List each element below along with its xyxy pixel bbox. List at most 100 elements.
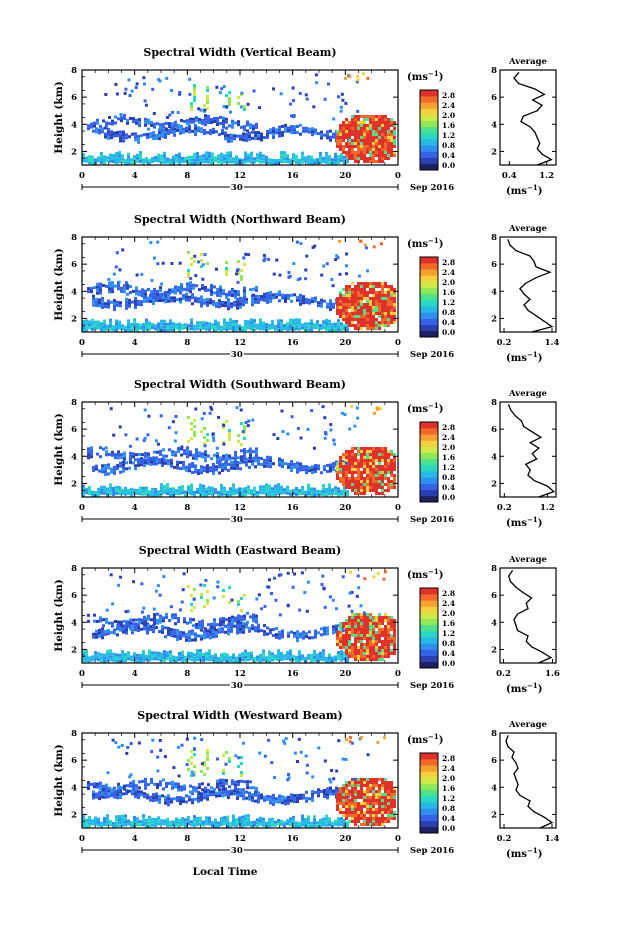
colorbar-tick-label: 0.8 [442,473,455,482]
heatmap-cell [131,628,134,632]
heatmap-cell [106,652,109,656]
heatmap-cell [378,136,381,139]
heatmap-cell [178,155,181,159]
heatmap-cell [381,658,384,661]
heatmap-cell [363,453,366,456]
heatmap-cell [387,306,390,309]
heatmap-cell [217,157,220,161]
heatmap-cell [351,154,354,157]
heatmap-cell [224,137,227,141]
heatmap-cell [212,438,216,442]
heatmap-cell [173,127,176,131]
heatmap-cell [390,465,393,468]
heatmap-cell [100,322,103,326]
heatmap-cell [305,468,308,472]
heatmap-cell [193,155,196,159]
heatmap-cell [308,636,311,640]
heatmap-cell [240,91,244,95]
heatmap-cell [319,324,322,327]
heatmap-cell [177,620,180,623]
colorbar-tick-label: 2.0 [442,111,455,120]
heatmap-cell [198,620,201,624]
heatmap-cell [221,469,224,472]
heatmap-cell [236,297,239,301]
heatmap-cell [384,157,387,160]
heatmap-cell [351,450,354,453]
heatmap-cell [372,649,375,652]
heatmap-cell [206,791,209,795]
heatmap-cell [143,99,147,103]
heatmap-cell [375,291,378,294]
heatmap-cell [216,623,219,627]
heatmap-cell [252,124,255,128]
heatmap-cell [237,272,240,275]
heatmap-cell [196,155,199,159]
heatmap-cell [197,472,200,475]
heatmap-cell [354,130,357,133]
heatmap-cell [298,158,301,162]
heatmap-cell [110,467,113,471]
heatmap-cell [106,324,109,328]
heatmap-cell [142,817,145,821]
heatmap-cell [111,119,114,123]
heatmap-cell [169,659,172,663]
heatmap-cell [197,260,201,264]
colorbar-tick-label: 1.6 [442,121,455,130]
heatmap-cell [144,117,147,121]
average-profile-point [522,115,524,117]
heatmap-cell [193,653,196,657]
heatmap-cell [334,161,337,165]
heatmap-cell [372,575,376,579]
heatmap-cell [199,108,203,112]
heatmap-cell [161,625,164,628]
heatmap-cell [363,282,366,285]
heatmap-cell [97,655,100,659]
heatmap-cell [387,616,390,619]
heatmap-cell [159,286,162,290]
heatmap-cell [94,657,97,661]
heatmap-cell [363,291,366,294]
heatmap-cell [213,117,216,120]
heatmap-cell [127,325,130,329]
heatmap-cell [200,130,203,134]
average-profile-point [520,420,523,422]
heatmap-cell [351,294,354,297]
heatmap-cell [208,658,211,662]
heatmap-cell [226,154,229,158]
heatmap-cell [334,258,338,261]
heatmap-cell [180,600,184,604]
heatmap-cell [390,130,393,133]
heatmap-cell [178,492,181,496]
heatmap-cell [107,632,110,636]
heatmap-cell [204,123,207,127]
heatmap-cell [228,103,231,106]
heatmap-cell [393,139,396,142]
heatmap-cell [369,474,372,477]
heatmap-cell [339,622,342,625]
heatmap-cell [92,297,95,301]
heatmap-cell [159,295,162,299]
heatmap-cell [167,803,170,807]
heatmap-cell [323,468,326,472]
heatmap-cell [351,622,354,625]
heatmap-cell [390,453,393,456]
heatmap-cell [169,158,172,162]
heatmap-cell [378,282,381,285]
heatmap-cell [113,631,116,635]
heatmap-cell [245,300,248,304]
heatmap-cell [393,628,396,631]
heatmap-cell [191,798,194,802]
heatmap-cell [378,652,381,655]
heatmap-cell [260,607,264,611]
heatmap-cell [262,259,266,262]
heatmap-cell [247,655,250,659]
heatmap-cell [393,312,396,315]
heatmap-cell [104,446,108,450]
heatmap-cell [345,252,349,256]
heatmap-cell [310,155,313,159]
heatmap-cell [369,300,372,303]
heatmap-cell [109,324,112,328]
heatmap-cell [115,821,118,825]
x-tick-label: 16 [287,669,299,679]
